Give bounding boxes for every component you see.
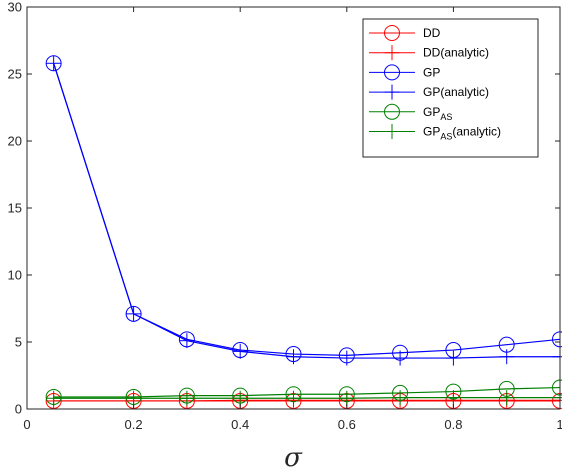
x-tick-label: 0.6 (338, 417, 356, 432)
series-line (53, 399, 560, 402)
legend-entry: GP (369, 64, 440, 81)
x-tick-label: 0 (23, 417, 30, 432)
data-point (339, 390, 355, 406)
series-layer (45, 55, 562, 409)
legend: DD DD(analytic) GP GP(analytic) GPAS GPAS(ana… (362, 18, 539, 158)
data-point (179, 333, 195, 349)
data-point (392, 390, 408, 406)
data-point (126, 306, 142, 322)
x-tick-label: 0.4 (231, 417, 249, 432)
legend-entry: DD (369, 25, 441, 41)
data-point (126, 390, 142, 406)
data-point (179, 390, 195, 406)
data-point (392, 350, 408, 366)
legend-marker (384, 45, 400, 61)
legend-label: GPAS (423, 105, 452, 122)
legend-marker (384, 25, 400, 41)
data-point (499, 390, 515, 406)
data-point (232, 390, 248, 406)
legend-label: GPAS(analytic) (423, 125, 501, 142)
legend-entry: GP(analytic) (369, 84, 489, 100)
legend-entry: GPAS (369, 103, 452, 122)
series-line (53, 63, 560, 359)
y-tick-label: 0 (15, 402, 22, 417)
data-point (286, 349, 301, 365)
legend-label: GP (423, 65, 440, 79)
data-point (445, 390, 461, 406)
data-point (232, 343, 248, 359)
y-tick-label: 25 (8, 67, 22, 82)
data-point (499, 349, 515, 365)
x-axis-label: σ (284, 443, 303, 472)
legend-label: GP(analytic) (423, 85, 489, 99)
series-5 (46, 390, 562, 406)
data-point (339, 350, 355, 366)
y-tick-label: 5 (15, 335, 22, 350)
data-point (445, 350, 461, 366)
legend-label: DD(analytic) (423, 46, 489, 60)
legend-marker (384, 64, 400, 81)
legend-label: DD (423, 26, 441, 40)
legend-entry: GPAS(analytic) (369, 124, 501, 142)
legend-marker (384, 103, 400, 120)
y-tick-label: 30 (8, 0, 22, 15)
data-point (46, 390, 62, 406)
series-line (53, 386, 561, 398)
legend-entry: DD(analytic) (369, 45, 489, 61)
y-tick-label: 10 (8, 268, 22, 283)
series-3 (46, 55, 562, 366)
x-tick-label: 0.2 (125, 417, 143, 432)
y-tick-label: 15 (8, 201, 22, 216)
legend-marker (384, 84, 400, 100)
x-tick-label: 1 (556, 417, 562, 432)
series-line (53, 397, 560, 399)
data-point (286, 390, 301, 406)
legend-marker (384, 124, 400, 139)
data-point (46, 55, 62, 71)
x-tick-label: 0.8 (444, 417, 462, 432)
y-tick-label: 20 (8, 134, 22, 149)
